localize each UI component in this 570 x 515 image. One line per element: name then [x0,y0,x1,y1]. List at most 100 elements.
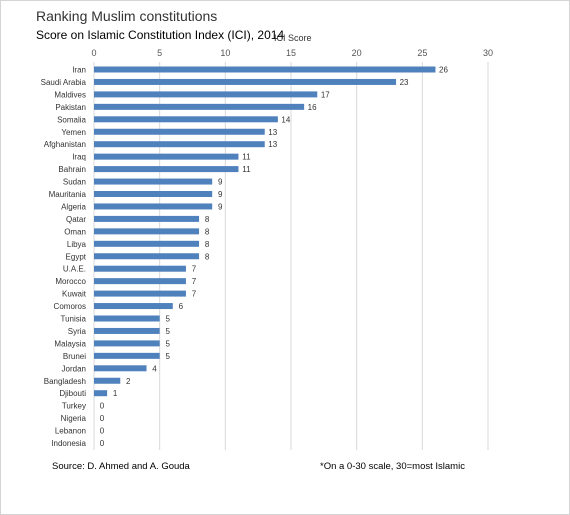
category-label: Kuwait [62,290,87,299]
value-label: 7 [192,290,197,299]
bar [94,141,265,148]
value-label: 1 [113,389,118,398]
category-label: Algeria [61,202,86,211]
category-label: Brunei [63,352,86,361]
bar [94,390,108,397]
value-label: 14 [281,115,290,124]
bar [94,203,213,210]
category-label: Comoros [54,302,86,311]
bar [94,365,147,372]
value-label: 0 [100,427,105,436]
value-label: 13 [268,140,277,149]
bar [94,327,160,334]
category-label: Sudan [63,178,86,187]
category-label: Qatar [66,215,86,224]
value-label: 7 [192,277,197,286]
category-label: Saudi Arabia [41,78,87,87]
x-tick-label: 30 [483,48,493,58]
category-label: Djibouti [59,389,86,398]
value-label: 13 [268,128,277,137]
category-label: Turkey [62,402,86,411]
chart-title: Ranking Muslim constitutions [36,8,218,24]
value-label: 0 [100,439,105,448]
value-label: 8 [205,215,210,224]
category-label: Maldives [54,90,86,99]
bar [94,278,186,285]
category-label: Syria [68,327,87,336]
value-label: 8 [205,240,210,249]
value-label: 9 [218,178,223,187]
bar [94,290,186,297]
value-label: 26 [439,66,448,75]
category-label: Tunisia [61,315,87,324]
bar [94,166,239,173]
category-label: Malaysia [54,339,86,348]
bar [94,116,278,123]
bar [94,66,436,73]
category-label: U.A.E. [63,265,86,274]
bar [94,240,200,247]
value-label: 8 [205,227,210,236]
value-label: 11 [242,153,251,162]
bar [94,352,160,359]
category-label: Yemen [61,128,86,137]
value-label: 0 [100,414,105,423]
category-label: Oman [64,227,86,236]
category-label: Jordan [62,364,86,373]
x-tick-label: 20 [352,48,362,58]
bar [94,178,213,185]
x-tick-labels: 0 5 10 15 20 25 30 [91,48,493,58]
category-label: Mauritania [49,190,87,199]
category-label: Nigeria [61,414,87,423]
x-tick-label: 0 [91,48,96,58]
value-label: 5 [165,315,170,324]
x-tick-label: 15 [286,48,296,58]
bars [94,66,436,397]
value-label: 6 [179,302,184,311]
category-label: Libya [67,240,87,249]
category-labels: Iran Saudi Arabia Maldives Pakistan Somalia Y… [41,66,87,449]
scale-note: *On a 0-30 scale, 30=most Islamic [320,461,465,472]
value-label: 5 [165,339,170,348]
bar [94,128,265,135]
bar [94,303,173,310]
bar [94,153,239,160]
value-label: 9 [218,202,223,211]
value-label: 7 [192,265,197,274]
value-label: 23 [400,78,409,87]
value-label: 16 [308,103,317,112]
x-tick-label: 10 [220,48,230,58]
x-tick-label: 5 [157,48,162,58]
category-label: Morocco [55,277,86,286]
bar [94,191,213,197]
x-axis-label: ICI Score [274,33,312,43]
category-label: Bangladesh [44,377,86,386]
chart-subtitle: Score on Islamic Constitution Index (ICI… [36,28,285,42]
value-label: 2 [126,377,131,386]
bar [94,215,200,222]
category-label: Iraq [72,153,86,162]
value-label: 4 [152,364,157,373]
bar [94,78,397,85]
source-note: Source: D. Ahmed and A. Gouda [52,461,190,472]
bar [94,265,186,272]
bar [94,377,121,384]
category-label: Egypt [66,252,87,261]
category-label: Lebanon [55,427,86,436]
bar [94,340,160,347]
bar [94,103,305,110]
value-label: 9 [218,190,223,199]
bar [94,228,200,235]
category-label: Iran [72,66,86,75]
category-label: Bahrain [58,165,86,174]
value-label: 5 [165,327,170,336]
category-label: Indonesia [51,439,86,448]
bar [94,253,200,260]
x-tick-label: 25 [417,48,427,58]
category-label: Pakistan [55,103,86,112]
category-label: Somalia [57,115,86,124]
value-label: 8 [205,252,210,261]
bar [94,91,318,98]
